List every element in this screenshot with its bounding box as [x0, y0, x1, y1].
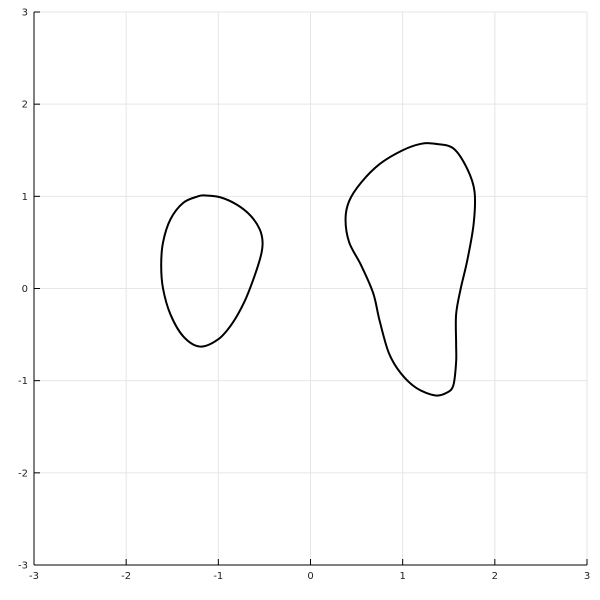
y-tick-label-1: -2	[18, 468, 28, 479]
series-layer	[160, 142, 477, 397]
x-tick-label-4: 1	[399, 571, 405, 582]
y-tick-label-0: -3	[18, 561, 28, 572]
x-tick-label-6: 3	[584, 571, 590, 582]
tick-labels: -3 -2 -1 0 1 2 3 -3 -2 -1 0 1 2 3	[18, 8, 590, 583]
series-curve-1	[160, 194, 264, 348]
y-tick-label-5: 2	[22, 100, 28, 111]
gridlines	[34, 11, 588, 565]
x-tick-label-1: -2	[121, 571, 131, 582]
series-curve-2	[344, 142, 477, 397]
tick-marks	[33, 11, 588, 566]
x-tick-label-5: 2	[492, 571, 498, 582]
y-tick-label-4: 1	[22, 192, 28, 203]
y-tick-label-2: -1	[18, 376, 28, 387]
y-tick-label-6: 3	[22, 8, 28, 19]
x-tick-label-0: -3	[29, 571, 39, 582]
y-tick-label-3: 0	[22, 284, 28, 295]
x-tick-label-2: -1	[213, 571, 223, 582]
x-tick-label-3: 0	[307, 571, 313, 582]
